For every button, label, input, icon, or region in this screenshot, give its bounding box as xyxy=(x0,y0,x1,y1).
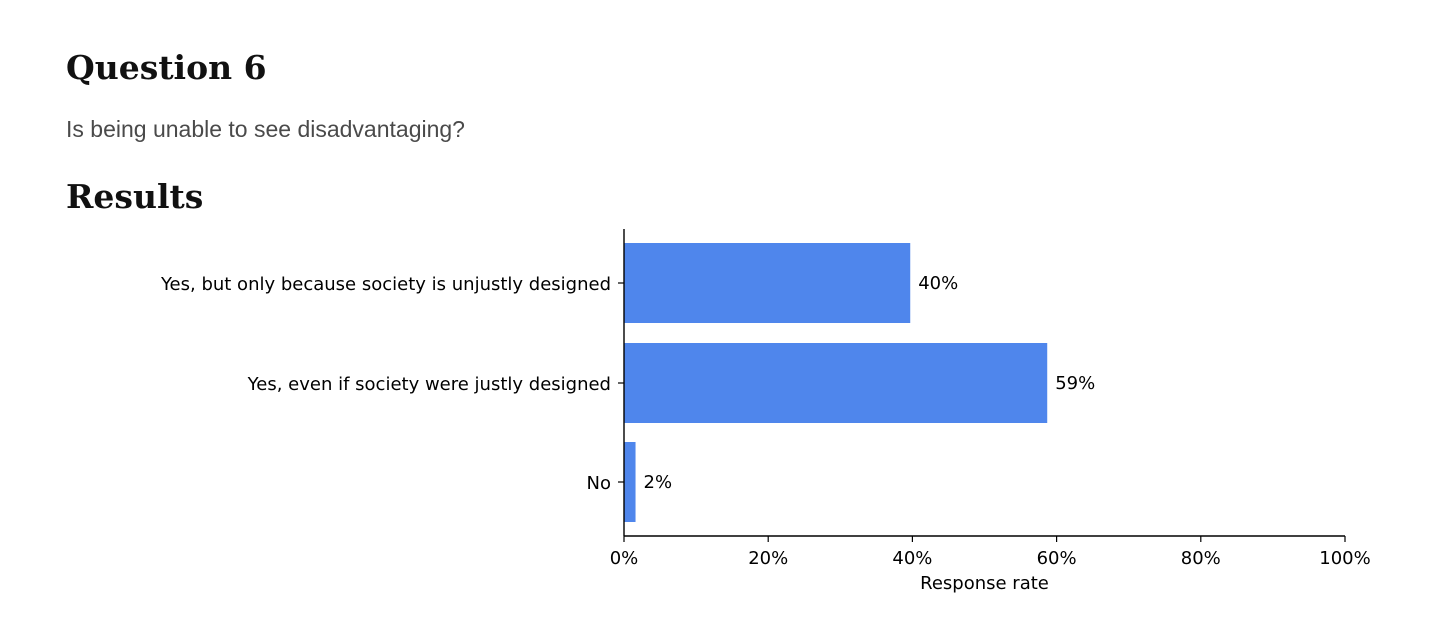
bar xyxy=(624,243,911,323)
y-tick-label: Yes, even if society were justly designe… xyxy=(247,374,611,395)
bar xyxy=(624,343,1048,423)
bar-value-label: 59% xyxy=(1055,373,1095,394)
y-tick-label: Yes, but only because society is unjustl… xyxy=(160,274,611,295)
x-tick-label: 0% xyxy=(610,548,639,569)
x-tick-label: 80% xyxy=(1181,548,1221,569)
bar xyxy=(624,442,636,522)
x-tick-label: 40% xyxy=(892,548,932,569)
x-tick-label: 100% xyxy=(1319,548,1370,569)
results-heading: Results xyxy=(66,177,204,216)
y-tick-label: No xyxy=(587,473,611,494)
page-title: Question 6 xyxy=(66,48,267,87)
x-axis-label: Response rate xyxy=(920,573,1049,594)
x-tick-label: 60% xyxy=(1037,548,1077,569)
question-text: Is being unable to see disadvantaging? xyxy=(66,116,465,142)
bar-value-label: 40% xyxy=(918,273,958,294)
bar-value-label: 2% xyxy=(644,472,673,493)
x-tick-label: 20% xyxy=(748,548,788,569)
